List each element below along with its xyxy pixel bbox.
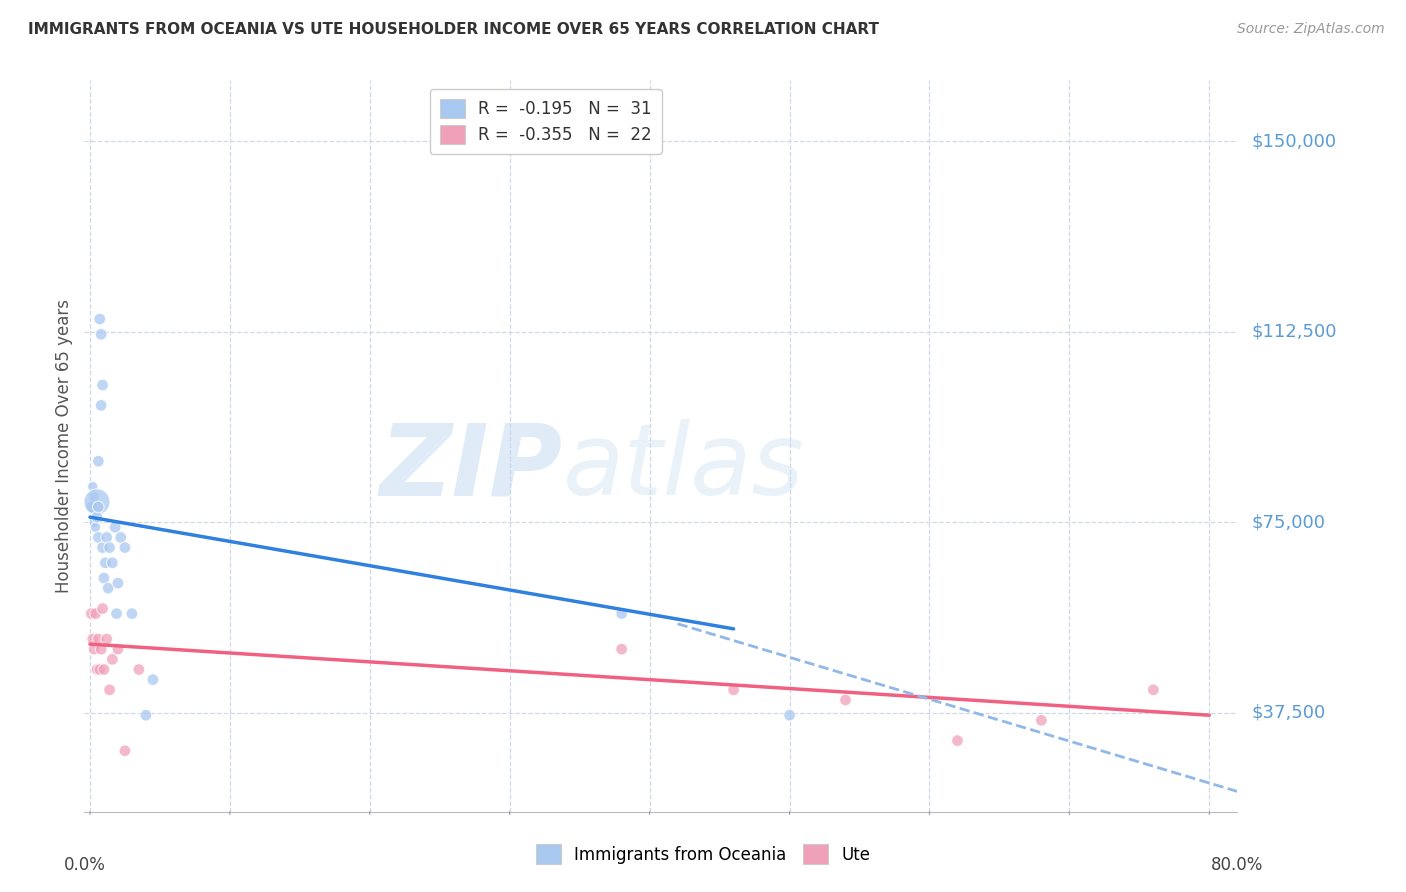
- Point: [98, 682, 121, 697]
- Point: [90, 398, 112, 412]
- Point: [1142, 682, 1164, 697]
- Point: [105, 607, 128, 621]
- Point: [82, 632, 104, 646]
- Point: [121, 607, 143, 621]
- Point: [104, 520, 127, 534]
- Point: [98, 541, 121, 555]
- Point: [94, 556, 117, 570]
- Point: [87, 500, 110, 514]
- Text: atlas: atlas: [562, 419, 804, 516]
- Text: 0.0%: 0.0%: [63, 855, 105, 873]
- Point: [93, 663, 115, 677]
- Text: $150,000: $150,000: [1251, 132, 1336, 150]
- Point: [96, 530, 118, 544]
- Y-axis label: Householder Income Over 65 years: Householder Income Over 65 years: [55, 299, 73, 593]
- Text: IMMIGRANTS FROM OCEANIA VS UTE HOUSEHOLDER INCOME OVER 65 YEARS CORRELATION CHAR: IMMIGRANTS FROM OCEANIA VS UTE HOUSEHOLD…: [28, 22, 879, 37]
- Point: [86, 663, 108, 677]
- Point: [83, 490, 105, 504]
- Point: [610, 642, 633, 657]
- Point: [1031, 714, 1053, 728]
- Text: $75,000: $75,000: [1251, 513, 1326, 532]
- Point: [779, 708, 801, 723]
- Point: [610, 607, 633, 621]
- Point: [83, 515, 105, 529]
- Text: $37,500: $37,500: [1251, 704, 1326, 722]
- Point: [142, 673, 165, 687]
- Point: [93, 571, 115, 585]
- Point: [80, 607, 103, 621]
- Point: [135, 708, 157, 723]
- Point: [91, 541, 114, 555]
- Point: [723, 682, 745, 697]
- Point: [91, 378, 114, 392]
- Point: [107, 642, 129, 657]
- Point: [87, 632, 110, 646]
- Point: [83, 642, 105, 657]
- Point: [114, 541, 136, 555]
- Point: [87, 530, 110, 544]
- Point: [84, 520, 107, 534]
- Point: [86, 510, 108, 524]
- Text: Source: ZipAtlas.com: Source: ZipAtlas.com: [1237, 22, 1385, 37]
- Point: [834, 693, 856, 707]
- Point: [97, 581, 120, 595]
- Point: [128, 663, 150, 677]
- Point: [89, 312, 111, 326]
- Point: [82, 480, 104, 494]
- Point: [110, 530, 132, 544]
- Point: [91, 601, 114, 615]
- Point: [101, 556, 124, 570]
- Point: [89, 663, 111, 677]
- Text: ZIP: ZIP: [380, 419, 562, 516]
- Point: [86, 495, 108, 509]
- Point: [96, 632, 118, 646]
- Point: [90, 642, 112, 657]
- Legend: Immigrants from Oceania, Ute: Immigrants from Oceania, Ute: [529, 838, 877, 871]
- Point: [90, 327, 112, 342]
- Text: $112,500: $112,500: [1251, 323, 1337, 341]
- Legend: R =  -0.195   N =  31, R =  -0.355   N =  22: R = -0.195 N = 31, R = -0.355 N = 22: [430, 88, 661, 153]
- Point: [87, 454, 110, 468]
- Point: [107, 576, 129, 591]
- Point: [946, 733, 969, 747]
- Point: [101, 652, 124, 666]
- Point: [114, 744, 136, 758]
- Point: [80, 500, 103, 514]
- Point: [84, 607, 107, 621]
- Text: 80.0%: 80.0%: [1211, 855, 1264, 873]
